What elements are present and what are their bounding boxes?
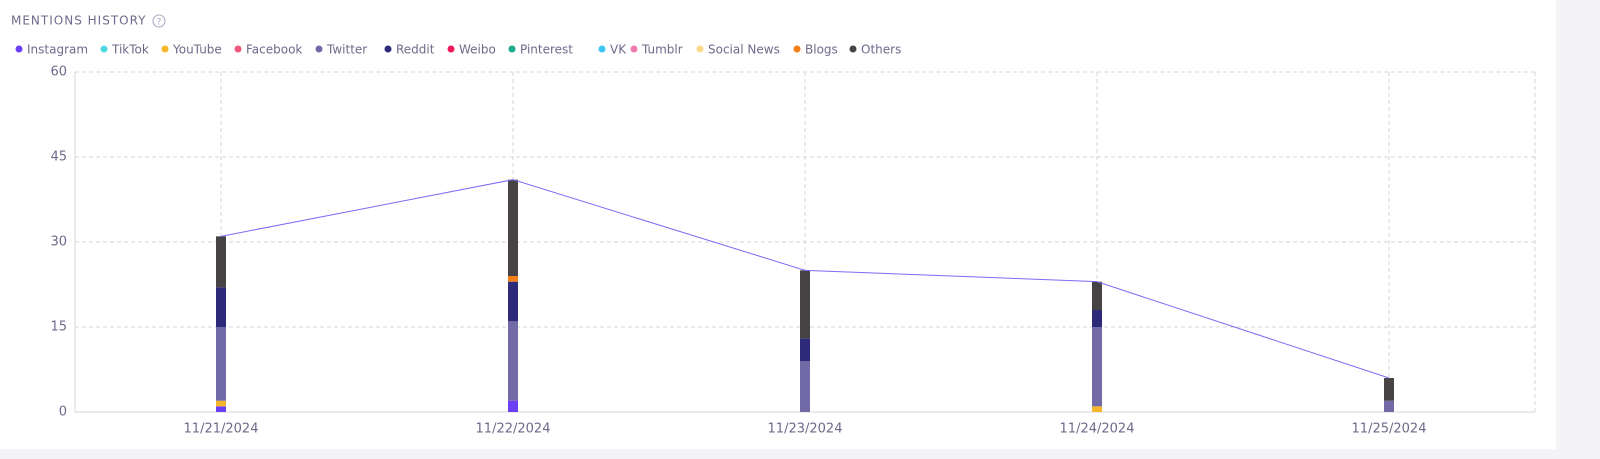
- legend-item[interactable]: Others: [849, 43, 902, 57]
- legend-item[interactable]: TikTok: [100, 43, 149, 57]
- legend-label: YouTube: [172, 43, 222, 57]
- help-icon[interactable]: ?: [152, 14, 166, 28]
- legend-item[interactable]: Blogs: [793, 43, 838, 57]
- legend-item[interactable]: Pinterest: [508, 43, 574, 57]
- y-tick-label: 0: [59, 405, 67, 420]
- legend-swatch: [384, 45, 392, 53]
- bar-segment: [216, 400, 226, 407]
- legend-swatch: [234, 45, 242, 53]
- legend-label: Pinterest: [520, 43, 573, 57]
- legend-item[interactable]: VK: [598, 43, 628, 57]
- bottom-gutter: [0, 449, 1600, 459]
- legend-item[interactable]: Reddit: [384, 43, 435, 57]
- legend-swatch: [447, 45, 455, 53]
- bar-segment: [1092, 281, 1102, 310]
- x-tick-label: 11/21/2024: [184, 422, 259, 437]
- bar-segment: [800, 270, 810, 339]
- legend-label: Reddit: [396, 43, 435, 57]
- legend-swatch: [849, 45, 857, 53]
- bar-segment: [508, 281, 518, 322]
- bar-segment: [800, 338, 810, 361]
- bar-segment: [1092, 406, 1102, 412]
- bar-segment: [508, 276, 518, 282]
- y-tick-label: 45: [50, 150, 67, 165]
- y-tick-label: 60: [50, 65, 67, 80]
- legend-item[interactable]: Facebook: [234, 43, 303, 57]
- legend-item[interactable]: YouTube: [161, 43, 222, 57]
- x-tick-label: 11/23/2024: [768, 422, 843, 437]
- bar-segment: [1092, 310, 1102, 327]
- y-tick-label: 30: [50, 235, 67, 250]
- side-gutter: [1556, 0, 1600, 459]
- bar-segment: [1092, 327, 1102, 407]
- total-line: [220, 179, 1390, 379]
- legend-item[interactable]: Twitter: [315, 43, 368, 57]
- legend-swatch: [793, 45, 801, 53]
- legend-swatch: [630, 45, 638, 53]
- legend-label: Others: [861, 43, 901, 57]
- legend-label: Facebook: [246, 43, 302, 57]
- legend-swatch: [315, 45, 323, 53]
- svg-text:?: ?: [157, 18, 162, 28]
- legend-swatch: [696, 45, 704, 53]
- bar-segment: [216, 406, 226, 412]
- legend-item[interactable]: Weibo: [447, 43, 496, 57]
- legend-swatch: [598, 45, 606, 53]
- legend-item[interactable]: Tumblr: [630, 43, 683, 57]
- legend-label: Social News: [708, 43, 780, 57]
- x-tick-label: 11/25/2024: [1352, 422, 1427, 437]
- bar-segment: [1384, 400, 1394, 412]
- legend-label: VK: [610, 43, 627, 57]
- bar-segment: [800, 361, 810, 412]
- legend-label: TikTok: [111, 43, 149, 57]
- x-tick-label: 11/24/2024: [1060, 422, 1135, 437]
- legend-label: Instagram: [27, 43, 88, 57]
- bar-segment: [508, 321, 518, 401]
- legend-swatch: [15, 45, 23, 53]
- bar-segment: [216, 327, 226, 401]
- legend-label: Twitter: [326, 43, 367, 57]
- legend-label: Blogs: [805, 43, 838, 57]
- chart-title: MENTIONS HISTORY: [11, 14, 147, 28]
- x-tick-label: 11/22/2024: [476, 422, 551, 437]
- y-tick-label: 15: [50, 320, 67, 335]
- legend-label: Tumblr: [641, 43, 683, 57]
- bar-segment: [508, 179, 518, 276]
- bar-segment: [216, 236, 226, 288]
- legend-swatch: [100, 45, 108, 53]
- bar-segment: [508, 400, 518, 412]
- legend-swatch: [508, 45, 516, 53]
- legend-swatch: [161, 45, 169, 53]
- bar-segment: [216, 287, 226, 327]
- bar-segment: [1384, 378, 1394, 401]
- legend-item[interactable]: Social News: [696, 43, 780, 57]
- legend-label: Weibo: [459, 43, 496, 57]
- legend-item[interactable]: Instagram: [15, 43, 89, 57]
